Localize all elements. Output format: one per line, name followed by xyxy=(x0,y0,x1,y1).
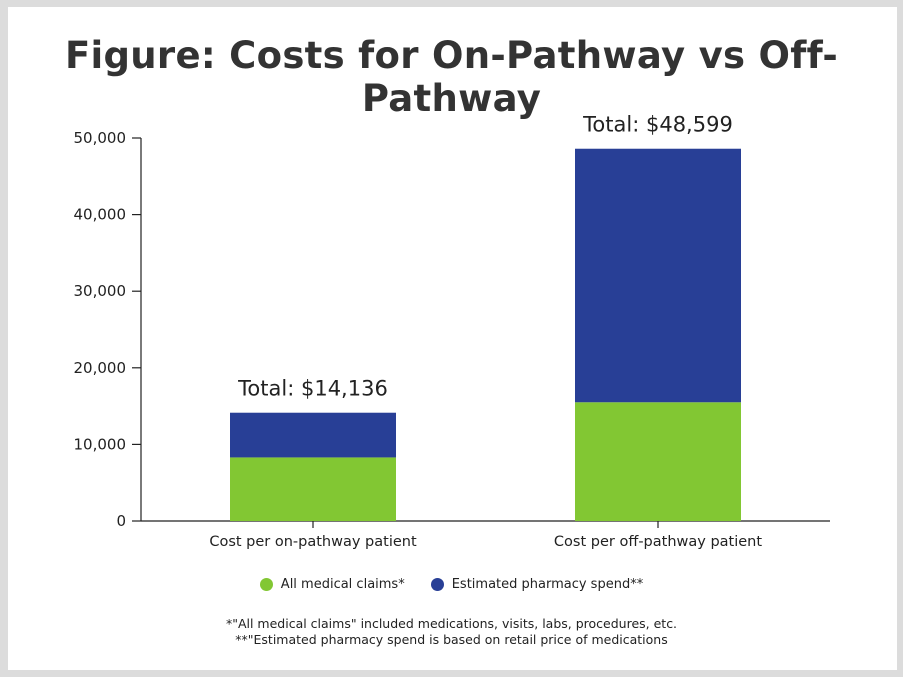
legend-item-medical: All medical claims* xyxy=(259,577,405,592)
bar-segment-pharmacy xyxy=(230,412,396,458)
y-tick-label: 0 xyxy=(116,512,126,530)
legend-swatch-medical xyxy=(259,578,273,591)
footnote-1: *"All medical claims" included medicatio… xyxy=(225,616,678,631)
x-category-label: Cost per on-pathway patient xyxy=(209,534,417,550)
y-axis: 0 10,000 20,000 30,000 40,000 50,000 xyxy=(74,129,142,530)
x-category-label: Cost per off-pathway patient xyxy=(554,534,762,550)
legend-label-pharmacy: Estimated pharmacy spend** xyxy=(451,577,644,592)
figure-card xyxy=(8,7,897,670)
total-label: Total: $48,599 xyxy=(582,113,733,137)
total-labels: Total: $14,136 Total: $48,599 xyxy=(237,113,733,401)
bar-segment-medical xyxy=(575,402,741,521)
bar-segment-pharmacy xyxy=(575,148,741,403)
x-axis: Cost per on-pathway patient Cost per off-… xyxy=(141,520,830,550)
y-tick-label: 20,000 xyxy=(74,359,127,377)
total-label: Total: $14,136 xyxy=(237,377,388,401)
footnotes: *"All medical claims" included medicatio… xyxy=(0,616,903,648)
y-tick-label: 40,000 xyxy=(74,206,127,224)
chart-title: Figure: Costs for On-Pathway vs Off-Path… xyxy=(64,34,839,120)
bar-segment-medical xyxy=(230,457,396,521)
footnote-2: **"Estimated pharmacy spend is based on … xyxy=(235,632,668,647)
y-tick-label: 10,000 xyxy=(74,435,127,453)
legend-label-medical: All medical claims* xyxy=(280,577,405,592)
y-tick-label: 50,000 xyxy=(74,129,127,147)
legend-swatch-pharmacy xyxy=(430,578,444,591)
y-tick-label: 30,000 xyxy=(74,282,127,300)
bars xyxy=(230,148,741,521)
legend: All medical claims* Estimated pharmacy s… xyxy=(0,577,903,592)
legend-item-pharmacy: Estimated pharmacy spend** xyxy=(430,577,644,592)
